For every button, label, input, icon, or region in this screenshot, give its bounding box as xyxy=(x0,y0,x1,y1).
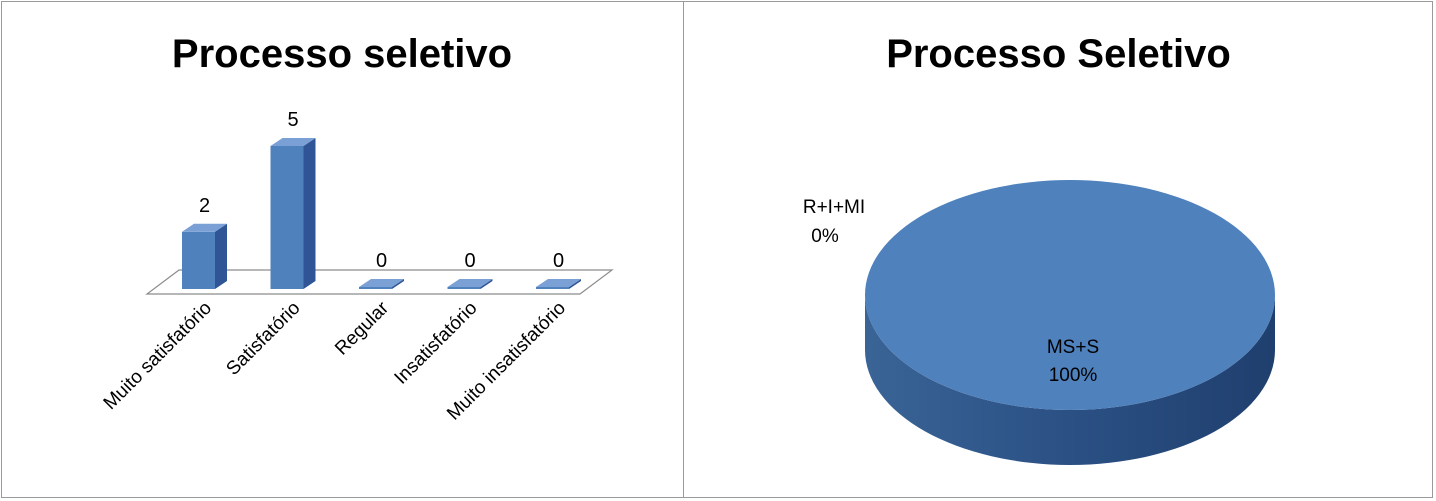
bar-chart-panel: Processo seletivo 2 Muito satisfatório 5 Sa… xyxy=(2,2,682,497)
bar-side xyxy=(392,279,404,289)
bar-top xyxy=(536,279,581,287)
bar-front xyxy=(359,287,392,289)
data-label: 0 xyxy=(464,250,475,272)
data-label: 0 xyxy=(553,250,564,272)
bar-front xyxy=(270,146,304,289)
bar-5 xyxy=(536,279,581,289)
bar-front xyxy=(536,287,569,289)
category-label: Muito satisfatório xyxy=(100,298,216,414)
bar-3 xyxy=(359,279,404,289)
category-label: Regular xyxy=(331,297,393,359)
slice-label-name: R+I+MI xyxy=(803,197,865,218)
data-label: 0 xyxy=(376,250,387,272)
panel-divider xyxy=(683,1,684,498)
bar-top xyxy=(270,138,316,146)
pie-slice-top-ms-s xyxy=(865,180,1275,410)
bar-top xyxy=(447,279,493,287)
bar-side xyxy=(303,138,316,289)
pie-chart-panel: Processo Seletivo MS+S 100% R+I+MI 0% xyxy=(685,2,1432,497)
bar-4 xyxy=(447,279,493,289)
pie-chart-title: Processo Seletivo xyxy=(886,32,1231,76)
bar-side xyxy=(569,279,581,289)
bar-side xyxy=(215,223,227,289)
pie-slice-side xyxy=(865,295,1275,465)
bar-top xyxy=(182,223,227,232)
bar-2 xyxy=(270,138,316,289)
slice-label-name: MS+S xyxy=(1047,337,1099,358)
bar-side xyxy=(480,279,493,289)
category-label: Insatisfatório xyxy=(391,298,482,389)
slice-label-percent: 0% xyxy=(811,226,839,247)
bar-1 xyxy=(182,223,227,289)
pie-chart: MS+S 100% R+I+MI 0% xyxy=(803,180,1275,465)
bar-front xyxy=(182,231,215,289)
data-label: 2 xyxy=(199,195,210,217)
bar-chart: 2 Muito satisfatório 5 Satisfatório 0 Regular… xyxy=(100,109,614,425)
bar-front xyxy=(447,287,481,289)
bar-chart-title: Processo seletivo xyxy=(171,32,513,76)
bar-top xyxy=(359,279,404,287)
category-label: Satisfatório xyxy=(222,298,304,380)
data-label: 5 xyxy=(287,109,298,131)
slice-label-percent: 100% xyxy=(1049,365,1098,386)
